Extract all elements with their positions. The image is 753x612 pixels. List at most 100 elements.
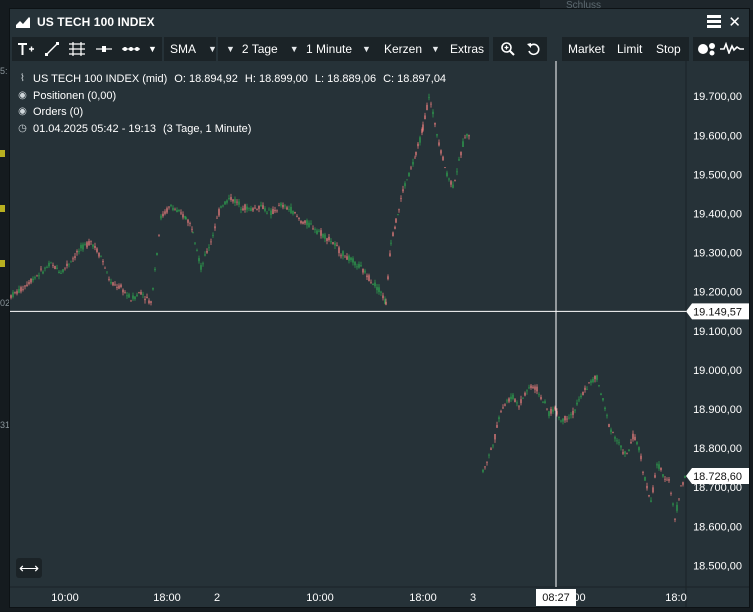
candle-body [454,180,456,182]
close-icon[interactable]: ✕ [728,14,741,31]
indicator-dropdown[interactable]: SMA ▼ [164,37,217,61]
candle-body [602,398,604,401]
trendline-tool-icon[interactable] [45,42,59,56]
toolbar: ▼ SMA ▼ ▼ 2 Tage ▼ 1 Minute ▼ Kerzen ▼ E… [10,37,749,61]
candle-body [118,285,120,289]
candle-body [678,498,680,500]
candlestick-chart[interactable]: 19.700,00 19.600,00 19.500,00 19.400,00 19.3… [10,61,749,607]
candle-body [164,211,166,214]
candle-body [128,294,130,298]
chevron-down-icon[interactable]: ▼ [148,44,157,54]
horizontal-line-tool-icon[interactable] [96,45,112,53]
candle-body [584,387,586,390]
crosshair-time-label: 08:27 [542,592,570,604]
candle-body [360,265,362,267]
candle-body [338,247,340,254]
time-tick-label: 3 [470,592,476,604]
candle-body [506,400,508,402]
chart-style-dropdown[interactable]: Kerzen ▼ [379,37,443,61]
interval-dropdown[interactable]: 1 Minute ▼ [302,37,379,61]
hamburger-menu-icon[interactable] [707,15,721,28]
limit-order-button[interactable]: Limit [617,42,643,56]
candle-body [382,295,384,299]
candle-body [204,254,206,256]
market-order-button[interactable]: Market [568,42,605,56]
title-bar[interactable]: US TECH 100 INDEX ✕ [10,9,749,35]
candle-body [322,233,324,238]
candle-body [28,282,30,284]
chevron-down-icon: ▼ [362,44,371,54]
candle-body [608,424,610,427]
candle-body [674,519,676,520]
candle-body [72,258,74,260]
candle-body [444,167,446,168]
candle-body [452,184,454,188]
candle-body [202,263,204,265]
candle-body [594,375,596,380]
candle-body [536,386,538,392]
left-highlight-mark [0,150,5,157]
positions-row[interactable]: ◉ Positionen (0,00) [16,88,446,105]
candle-body [624,451,626,454]
candle-body [102,261,104,263]
candle-body [274,209,276,212]
candle-body [389,253,391,257]
candle-body [200,265,202,270]
chart-plot-area[interactable]: 19.700,00 19.600,00 19.500,00 19.400,00 19.3… [10,61,749,607]
candle-body [662,474,664,477]
candle-body [185,217,187,220]
candle-body [148,300,150,304]
range-label: 01.04.2025 05:42 - 19:13 [33,122,156,135]
stop-order-button[interactable]: Stop [656,42,681,56]
candle-body [272,209,274,215]
indicator-wave-icon[interactable] [720,42,744,54]
candle-body [560,420,562,422]
candle-body [76,250,78,253]
candle-body [397,214,399,216]
fibonacci-tool-icon[interactable] [69,42,85,56]
candle-body [364,270,366,273]
period-dropdown[interactable]: ▼ 2 Tage ▼ [218,37,302,61]
candle-body [496,425,498,428]
crosshair-time-tag [536,589,576,606]
candle-body [368,275,370,281]
candle-body [616,440,618,442]
candle-body [598,385,600,386]
candle-body [182,214,184,218]
candle-body [48,262,50,267]
candle-body [668,479,670,481]
range-note: (3 Tage, 1 Minute) [162,122,252,135]
extras-label: Extras [450,42,485,56]
candle-body [622,452,624,454]
candle-body [58,271,60,274]
candle-body [390,242,392,244]
left-highlight-mark [0,205,5,212]
period-label: 2 Tage [241,42,278,56]
candle-body [226,200,228,203]
candle-body [544,401,546,404]
chart-link-icon[interactable] [697,42,717,56]
candle-body [16,291,18,294]
ohlc-row: ⌇ US TECH 100 INDEX (mid) O: 18.894,92 H… [16,71,446,88]
candle-body [32,278,34,281]
candle-body [358,264,360,268]
candle-body [492,445,494,447]
candle-body [500,411,502,412]
extras-button[interactable]: Extras [443,37,489,61]
candle-body [530,385,532,388]
candle-body [612,431,614,433]
price-tick-label: 19.000,00 [693,365,742,377]
reset-icon[interactable] [527,42,541,56]
candle-body [142,294,144,296]
text-tool-icon[interactable] [18,43,34,55]
orders-row[interactable]: ◉ Orders (0) [16,104,446,121]
candle-body [488,454,490,456]
scroll-toggle-button[interactable]: ⟷ [16,558,42,578]
zoom-in-icon[interactable] [501,42,515,56]
candle-body [510,396,512,400]
ray-tool-icon[interactable] [122,45,140,53]
candle-body [174,209,176,211]
candle-body [462,141,464,148]
candle-body [432,111,434,115]
candle-body [508,398,510,402]
